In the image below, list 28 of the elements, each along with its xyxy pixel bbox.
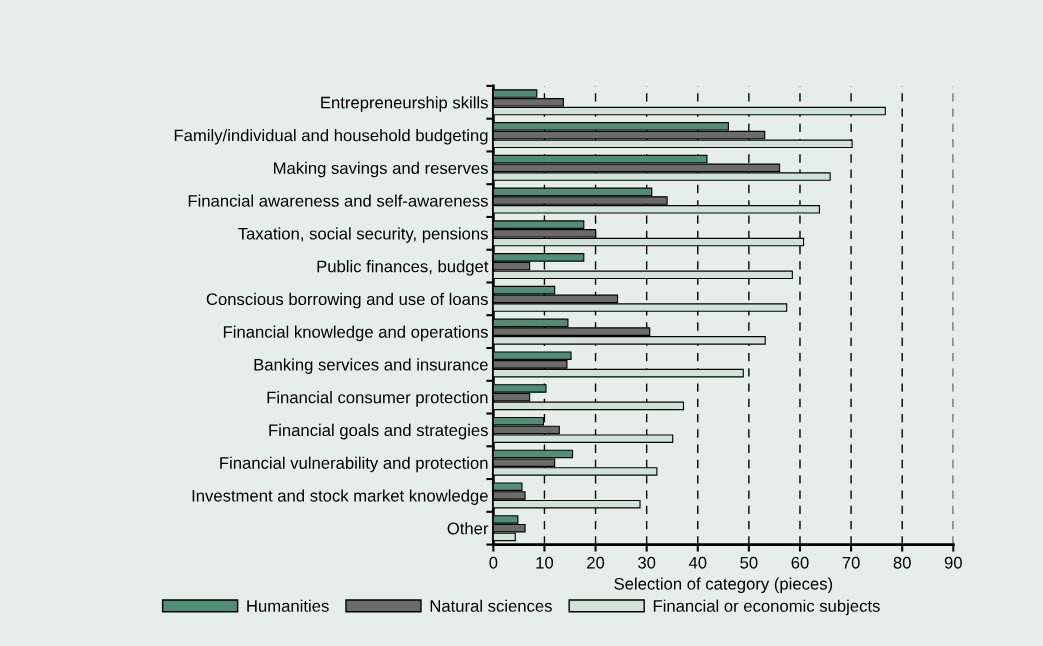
y-tick-label: Financial vulnerability and protection [220, 456, 488, 473]
x-tick-label: 90 [944, 556, 962, 569]
y-tick-label: Conscious borrowing and use of loans [206, 292, 488, 309]
y-tick-label: Family/individual and household budgeting [174, 129, 488, 145]
y-tick-label: Taxation, social security, pensions [238, 227, 488, 243]
y-tick-label: Financial consumer protection [267, 391, 488, 407]
x-tick-label: 0 [489, 556, 498, 569]
y-tick-label: Public finances, budget [317, 260, 489, 276]
legend-label: Natural sciences [430, 599, 552, 612]
x-tick-label: 70 [842, 556, 860, 569]
x-tick-label: 10 [536, 556, 554, 569]
x-axis-title: Selection of category (pieces) [614, 577, 833, 594]
y-tick-label: Investment and stock market knowledge [192, 489, 488, 505]
x-tick-label: 20 [587, 556, 605, 569]
y-tick-label: Financial goals and strategies [269, 423, 488, 440]
y-tick-label: Other [447, 522, 489, 535]
y-tick-label: Financial awareness and self-awareness [188, 194, 488, 207]
x-tick-label: 50 [740, 556, 758, 569]
x-tick-label: 60 [791, 556, 809, 569]
y-tick-label: Making savings and reserves [274, 161, 488, 178]
legend-label: Humanities [247, 599, 329, 612]
y-tick-label: Financial knowledge and operations [223, 325, 488, 342]
y-tick-label: Banking services and insurance [254, 358, 488, 374]
x-tick-label: 30 [638, 556, 656, 569]
x-tick-label: 40 [688, 556, 707, 569]
legend-label: Financial or economic subjects [653, 599, 880, 616]
y-tick-label: Entrepreneurship skills [321, 96, 488, 112]
x-tick-label: 80 [893, 556, 911, 569]
